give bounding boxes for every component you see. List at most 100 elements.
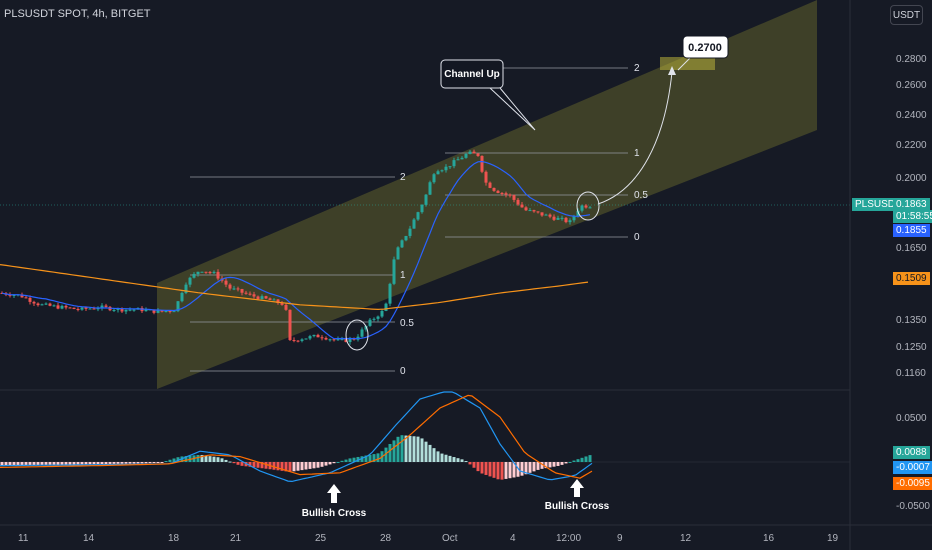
candle-body bbox=[204, 271, 208, 273]
fib1-level-2: 2 bbox=[400, 172, 406, 183]
candle-body bbox=[304, 338, 308, 340]
candle-body bbox=[104, 305, 108, 307]
macd-hist-bar bbox=[528, 462, 532, 473]
candle-body bbox=[92, 308, 96, 310]
ma-fast-badge-value: 0.1855 bbox=[896, 225, 927, 236]
macd-hist-bar bbox=[216, 457, 220, 462]
candle-body bbox=[528, 210, 532, 212]
price-axis-ticks: 0.2800 0.2600 0.2400 0.2200 0.2000 0.165… bbox=[896, 54, 930, 512]
symbol-badge-name: PLSUSDT bbox=[855, 199, 902, 210]
macd-hist-bar bbox=[284, 462, 288, 472]
candle-body bbox=[152, 309, 156, 313]
macd-hist-bar bbox=[520, 462, 524, 476]
candle-body bbox=[564, 217, 568, 223]
macd-hist-bar bbox=[68, 462, 72, 465]
candle-body bbox=[124, 309, 128, 312]
candle-body bbox=[384, 303, 388, 311]
candle-body bbox=[380, 310, 384, 317]
macd-hist-bar bbox=[296, 462, 300, 471]
macd-hist-bar bbox=[364, 455, 368, 462]
macd-hist-bar bbox=[400, 435, 404, 462]
candle-body bbox=[80, 307, 84, 310]
candle-body bbox=[268, 298, 272, 300]
macd-hist-bar bbox=[332, 462, 336, 464]
candle-body bbox=[8, 294, 12, 296]
macd-hist-bar bbox=[424, 441, 428, 462]
macd-hist-bar bbox=[28, 462, 32, 466]
candle-body bbox=[568, 220, 572, 223]
candle-body bbox=[228, 284, 232, 289]
macd-hist-bar bbox=[244, 462, 248, 467]
macd-hist-bar bbox=[376, 453, 380, 462]
candle-body bbox=[144, 309, 148, 312]
candle-body bbox=[68, 307, 72, 309]
macd-hist-bar bbox=[452, 457, 456, 462]
macd-hist-bar bbox=[40, 462, 44, 465]
macd-hist-badge: 0.0088 bbox=[893, 446, 930, 459]
candle-body bbox=[296, 340, 300, 342]
macd-hist-bar bbox=[48, 462, 52, 465]
macd-hist-bar bbox=[304, 462, 308, 470]
candle-body bbox=[336, 339, 340, 341]
candle-body bbox=[412, 219, 416, 229]
candle-body bbox=[132, 309, 136, 311]
macd-hist-bar bbox=[240, 462, 244, 466]
candle-body bbox=[404, 235, 408, 241]
macd-hist-bar bbox=[420, 438, 424, 462]
candle-body bbox=[256, 296, 260, 300]
candle-body bbox=[180, 292, 184, 302]
price-badge-value: 0.1863 bbox=[896, 199, 927, 210]
candle-body bbox=[252, 294, 256, 297]
x-tick: 25 bbox=[315, 533, 327, 544]
fib1-level-0: 0 bbox=[400, 366, 406, 377]
macd-hist-bar bbox=[584, 456, 588, 462]
candle-body bbox=[260, 296, 264, 300]
candle-body bbox=[236, 288, 240, 290]
candle-body bbox=[48, 303, 52, 306]
fib2-level-1: 1 bbox=[634, 148, 640, 159]
circle-marker-2 bbox=[576, 191, 600, 221]
macd-hist-bar bbox=[316, 462, 320, 468]
currency-button[interactable]: USDT bbox=[890, 5, 923, 25]
candle-body bbox=[112, 309, 116, 311]
candle-body bbox=[52, 305, 56, 307]
macd-hist-bar bbox=[144, 462, 148, 464]
macd-hist-bar bbox=[104, 462, 108, 465]
y-tick: 0.2600 bbox=[896, 80, 927, 91]
x-tick: 21 bbox=[230, 533, 242, 544]
y-tick: -0.0500 bbox=[896, 501, 930, 512]
countdown-badge-value: 01:58:55 bbox=[896, 211, 932, 222]
price-badge: 0.1863 bbox=[893, 198, 930, 211]
macd-hist-bar bbox=[432, 448, 436, 462]
candle-body bbox=[428, 182, 432, 195]
candle-body bbox=[200, 271, 204, 273]
candle-body bbox=[216, 271, 220, 279]
y-tick: 0.1650 bbox=[896, 243, 927, 254]
macd-hist-bar bbox=[324, 462, 328, 466]
macd-hist-bar bbox=[288, 462, 292, 472]
candle-body bbox=[464, 153, 468, 158]
macd-hist-bar bbox=[552, 462, 556, 467]
macd-hist-bar bbox=[100, 462, 104, 465]
macd-hist-bar bbox=[292, 462, 296, 472]
bullish-cross-label-2: Bullish Cross bbox=[545, 501, 610, 512]
macd-hist-bar bbox=[80, 462, 84, 465]
candle-body bbox=[436, 171, 440, 175]
macd-hist-bar bbox=[468, 462, 472, 465]
candle-body bbox=[24, 297, 28, 299]
macd-hist-bar bbox=[44, 462, 48, 465]
x-tick: 14 bbox=[83, 533, 95, 544]
macd-hist-bar bbox=[372, 454, 376, 462]
candle-body bbox=[496, 190, 500, 193]
macd-hist-bar bbox=[164, 461, 168, 463]
macd-hist-bar bbox=[168, 459, 172, 462]
candle-body bbox=[360, 329, 364, 337]
candle-body bbox=[548, 214, 552, 217]
candle-body bbox=[64, 305, 68, 308]
candle-body bbox=[36, 303, 40, 306]
macd-hist-bar bbox=[356, 456, 360, 462]
candle-body bbox=[316, 334, 320, 338]
candle-body bbox=[552, 216, 556, 220]
candle-body bbox=[448, 166, 452, 168]
